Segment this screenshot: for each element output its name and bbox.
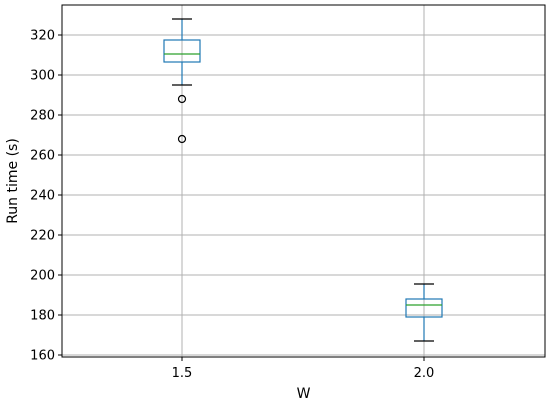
iqr-box bbox=[405, 298, 443, 318]
outlier-point bbox=[177, 134, 187, 144]
grid-lines bbox=[62, 5, 545, 357]
y-tick-label: 180 bbox=[30, 309, 55, 324]
y-tick-label: 240 bbox=[30, 189, 55, 204]
x-axis-label: W bbox=[297, 386, 311, 402]
y-tick-label: 280 bbox=[30, 109, 55, 124]
y-tick-label: 220 bbox=[30, 229, 55, 244]
y-tick-label: 200 bbox=[30, 269, 55, 284]
x-tick-label: 1.5 bbox=[172, 366, 193, 381]
plot-frame bbox=[61, 4, 546, 358]
outlier-point bbox=[177, 94, 187, 104]
y-tick-label: 160 bbox=[30, 349, 55, 364]
y-tick-label: 320 bbox=[30, 29, 55, 44]
box-group-2.0 bbox=[405, 283, 443, 342]
y-axis-label: Run time (s) bbox=[5, 138, 21, 224]
x-tick-label: 2.0 bbox=[414, 366, 435, 381]
box-group-1.5 bbox=[163, 18, 201, 144]
iqr-box bbox=[163, 39, 201, 63]
axis-ticks: 160 180 200 220 240 260 280 300 320 1.5 2.0 bbox=[30, 29, 434, 382]
boxes bbox=[163, 18, 443, 342]
y-tick-label: 260 bbox=[30, 149, 55, 164]
y-tick-label: 300 bbox=[30, 69, 55, 84]
